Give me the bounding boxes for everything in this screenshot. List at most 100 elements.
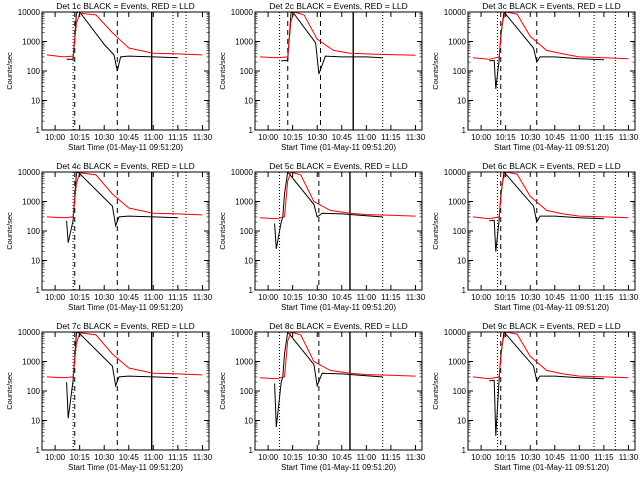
x-tick-label: 11:30 <box>619 133 639 142</box>
y-tick-label: 1 <box>249 286 254 295</box>
y-tick-label: 100 <box>27 227 41 236</box>
x-tick-label: 10:45 <box>545 453 566 462</box>
y-tick-label: 100 <box>453 387 467 396</box>
x-tick-label: 11:00 <box>570 453 590 462</box>
detector-panel: Det 9c BLACK = Events, RED = LLD 1 10 100 10… <box>431 321 639 472</box>
y-tick-label: 1000 <box>235 358 253 367</box>
plot-frame <box>467 331 636 451</box>
x-tick-label: 10:15 <box>70 133 91 142</box>
y-axis-label: Counts/sec <box>218 52 227 90</box>
x-tick-label: 11:15 <box>381 453 401 462</box>
series-line <box>472 172 629 220</box>
detector-panel: Det 3c BLACK = Events, RED = LLD 1 10 100 10… <box>431 1 639 152</box>
y-tick-label: 10000 <box>444 8 467 17</box>
x-tick-label: 10:30 <box>94 133 115 142</box>
y-tick-label: 100 <box>240 387 254 396</box>
x-tick-label: 11:15 <box>168 293 188 302</box>
x-tick-label: 11:15 <box>594 133 614 142</box>
x-tick-label: 10:00 <box>258 133 279 142</box>
x-tick-label: 10:30 <box>307 293 328 302</box>
series-line <box>66 172 178 243</box>
panel-title: Det 3c BLACK = Events, RED = LLD <box>482 1 620 11</box>
x-tick-label: 11:00 <box>570 133 590 142</box>
x-tick-label: 10:15 <box>70 453 91 462</box>
series-line <box>472 12 629 60</box>
series-line <box>46 12 203 58</box>
x-tick-label: 11:15 <box>381 133 401 142</box>
x-tick-label: 10:30 <box>307 453 328 462</box>
x-tick-label: 10:15 <box>283 133 304 142</box>
y-tick-label: 1000 <box>22 198 40 207</box>
y-tick-label: 10 <box>457 417 466 426</box>
x-tick-label: 10:30 <box>520 293 541 302</box>
y-tick-label: 10000 <box>231 328 254 337</box>
x-tick-label: 10:30 <box>520 133 541 142</box>
x-tick-label: 10:45 <box>545 293 566 302</box>
y-tick-label: 1000 <box>22 358 40 367</box>
panel-title: Det 1c BLACK = Events, RED = LLD <box>56 1 194 11</box>
y-axis-label: Counts/sec <box>431 372 440 410</box>
x-tick-label: 10:30 <box>94 453 115 462</box>
y-tick-label: 10000 <box>18 168 41 177</box>
x-tick-label: 10:00 <box>45 293 66 302</box>
y-axis-label: Counts/sec <box>5 52 14 90</box>
x-tick-label: 11:00 <box>570 293 590 302</box>
y-axis-label: Counts/sec <box>5 372 14 410</box>
x-axis-label: Start Time (01-May-11 09:51:20) <box>68 463 183 472</box>
x-tick-label: 11:00 <box>144 293 164 302</box>
x-tick-label: 10:15 <box>283 293 304 302</box>
y-tick-label: 1000 <box>448 358 466 367</box>
x-tick-label: 11:30 <box>193 453 213 462</box>
x-tick-label: 10:00 <box>258 453 279 462</box>
y-tick-label: 1000 <box>22 38 40 47</box>
x-tick-label: 11:30 <box>193 293 213 302</box>
series-line <box>281 12 383 75</box>
series-line <box>489 332 604 436</box>
y-tick-label: 100 <box>27 67 41 76</box>
y-tick-label: 10 <box>244 97 253 106</box>
plot-frame <box>41 11 210 131</box>
y-tick-label: 1 <box>462 446 467 455</box>
x-axis-label: Start Time (01-May-11 09:51:20) <box>494 303 609 312</box>
x-tick-label: 11:15 <box>168 453 188 462</box>
series-line <box>46 172 203 219</box>
y-tick-label: 1000 <box>448 38 466 47</box>
x-tick-label: 10:00 <box>471 453 492 462</box>
panel-title: Det 8c BLACK = Events, RED = LLD <box>269 321 407 331</box>
y-tick-label: 1000 <box>235 198 253 207</box>
x-tick-label: 10:00 <box>471 293 492 302</box>
y-axis-label: Counts/sec <box>218 212 227 250</box>
x-tick-label: 11:00 <box>357 293 377 302</box>
x-tick-label: 11:00 <box>144 133 164 142</box>
x-tick-label: 11:30 <box>619 453 639 462</box>
y-tick-label: 1 <box>36 126 41 135</box>
y-axis-label: Counts/sec <box>431 52 440 90</box>
x-tick-label: 10:45 <box>119 293 140 302</box>
panel-title: Det 5c BLACK = Events, RED = LLD <box>269 161 407 171</box>
x-tick-label: 10:15 <box>283 453 304 462</box>
x-tick-label: 11:00 <box>144 453 164 462</box>
panel-title: Det 4c BLACK = Events, RED = LLD <box>56 161 194 171</box>
x-tick-label: 10:45 <box>545 133 566 142</box>
x-tick-label: 10:00 <box>45 133 66 142</box>
x-tick-label: 11:30 <box>406 133 426 142</box>
x-tick-label: 11:00 <box>357 133 377 142</box>
x-axis-label: Start Time (01-May-11 09:51:20) <box>281 143 396 152</box>
x-tick-label: 11:15 <box>594 293 614 302</box>
y-tick-label: 100 <box>453 67 467 76</box>
y-tick-label: 1 <box>36 286 41 295</box>
x-tick-label: 10:15 <box>496 293 517 302</box>
x-tick-label: 11:15 <box>168 133 188 142</box>
y-tick-label: 10000 <box>444 168 467 177</box>
y-tick-label: 100 <box>453 227 467 236</box>
x-axis-label: Start Time (01-May-11 09:51:20) <box>68 143 183 152</box>
y-tick-label: 1 <box>462 126 467 135</box>
detector-panel: Det 1c BLACK = Events, RED = LLD 1 10 100 10… <box>5 1 213 152</box>
panel-title: Det 9c BLACK = Events, RED = LLD <box>482 321 620 331</box>
y-tick-label: 100 <box>240 67 254 76</box>
y-axis-label: Counts/sec <box>218 372 227 410</box>
y-tick-label: 10000 <box>231 168 254 177</box>
series-line <box>274 332 383 428</box>
x-tick-label: 11:15 <box>594 453 614 462</box>
detector-panel: Det 7c BLACK = Events, RED = LLD 1 10 100 10… <box>5 321 213 472</box>
